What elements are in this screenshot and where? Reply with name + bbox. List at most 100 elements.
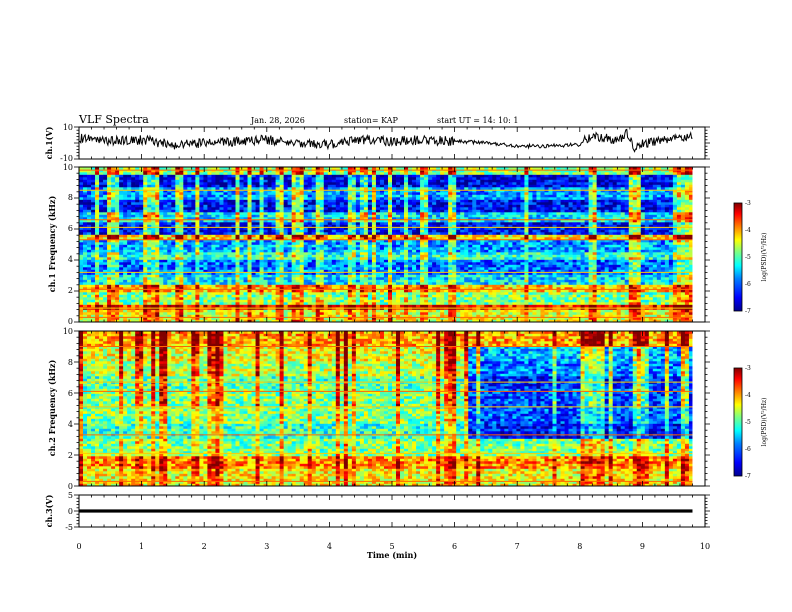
spectrogram-cell bbox=[171, 234, 176, 238]
spectrogram-cell bbox=[235, 174, 240, 178]
spectrogram-cell bbox=[247, 197, 252, 200]
spectrogram-cell bbox=[87, 229, 92, 233]
spectrogram-cell bbox=[79, 317, 84, 320]
spectrogram-cell bbox=[127, 184, 132, 188]
spectrogram-cell bbox=[255, 304, 260, 308]
spectrogram-cell bbox=[91, 319, 96, 323]
spectrogram-cell bbox=[307, 279, 313, 283]
spectrogram-cell bbox=[283, 272, 288, 275]
spectrogram-cell bbox=[171, 257, 176, 260]
spectrogram-cell bbox=[215, 294, 220, 298]
spectrogram-cell bbox=[179, 287, 184, 290]
spectrogram-cell bbox=[135, 234, 140, 238]
spectrogram-cell bbox=[239, 264, 244, 268]
spectrogram-cell bbox=[119, 182, 124, 185]
spectrogram-cell bbox=[239, 302, 244, 305]
spectrogram-cell bbox=[379, 252, 385, 255]
spectrogram-cell bbox=[227, 292, 232, 295]
spectrogram-cell bbox=[275, 312, 280, 315]
spectrogram-cell bbox=[303, 272, 309, 275]
spectrogram-cell bbox=[331, 267, 337, 270]
spectrogram-cell bbox=[107, 242, 112, 245]
spectrogram-cell bbox=[199, 274, 204, 278]
spectrogram-cell bbox=[179, 304, 184, 308]
spectrogram-cell bbox=[199, 254, 204, 258]
spectrogram-cell bbox=[131, 227, 136, 230]
spectrogram-cell bbox=[251, 309, 256, 313]
spectrogram-cell bbox=[379, 197, 385, 200]
spectrogram-cell bbox=[243, 284, 248, 288]
spectrogram-cell bbox=[387, 247, 393, 250]
spectrogram-cell bbox=[199, 284, 204, 288]
spectrogram-cell bbox=[171, 244, 176, 248]
spectrogram-cell bbox=[203, 249, 208, 253]
spectrogram-cell bbox=[347, 289, 353, 293]
spectrogram-cell bbox=[303, 299, 309, 303]
spectrogram-cell bbox=[343, 194, 349, 198]
spectrogram-cell bbox=[379, 232, 385, 235]
spectrogram-cell bbox=[239, 277, 244, 280]
spectrogram-cell bbox=[223, 304, 228, 308]
spectrogram-cell bbox=[179, 249, 184, 253]
spectrogram-cell bbox=[207, 269, 212, 273]
spectrogram-cell bbox=[347, 304, 353, 308]
spectrogram-cell bbox=[287, 222, 292, 225]
spectrogram-cell bbox=[219, 287, 224, 290]
spectrogram-cell bbox=[103, 289, 108, 293]
spectrogram-cell bbox=[267, 197, 272, 200]
spectrogram-cell bbox=[143, 309, 148, 313]
spectrogram-cell bbox=[155, 279, 160, 283]
spectrogram-cell bbox=[207, 252, 212, 255]
spectrogram-cell bbox=[371, 294, 377, 298]
spectrogram-cell bbox=[267, 312, 272, 315]
spectrogram-cell bbox=[323, 287, 329, 290]
spectrogram-cell bbox=[271, 224, 276, 228]
spectrogram-cell bbox=[167, 314, 172, 318]
spectrogram-cell bbox=[203, 294, 208, 298]
spectrogram-cell bbox=[379, 229, 385, 233]
spectrogram-cell bbox=[367, 202, 373, 205]
spectrogram-cell bbox=[255, 212, 260, 215]
spectrogram-cell bbox=[163, 317, 168, 320]
spectrogram-cell bbox=[323, 309, 329, 313]
spectrogram-cell bbox=[371, 272, 377, 275]
spectrogram-cell bbox=[355, 267, 361, 270]
spectrogram-cell bbox=[171, 314, 176, 318]
spectrogram-cell bbox=[231, 317, 236, 320]
spectrogram-cell bbox=[355, 257, 361, 260]
spectrogram-cell bbox=[315, 199, 321, 203]
spectrogram-cell bbox=[303, 304, 309, 308]
spectrogram-cell bbox=[275, 289, 280, 293]
spectrogram-cell bbox=[179, 209, 184, 213]
spectrogram-cell bbox=[251, 274, 256, 278]
spectrogram-cell bbox=[219, 269, 224, 273]
spectrogram-cell bbox=[283, 199, 288, 203]
spectrogram-cell bbox=[187, 222, 192, 225]
spectrogram-cell bbox=[315, 264, 321, 268]
spectrogram-cell bbox=[327, 237, 333, 240]
spectrogram-cell bbox=[279, 234, 284, 238]
spectrogram-cell bbox=[195, 247, 200, 250]
spectrogram-cell bbox=[279, 227, 284, 230]
spectrogram-cell bbox=[175, 314, 180, 318]
spectrogram-cell bbox=[295, 299, 300, 303]
spectrogram-cell bbox=[259, 269, 264, 273]
spectrogram-cell bbox=[123, 174, 128, 178]
spectrogram-cell bbox=[83, 197, 88, 200]
spectrogram-cell bbox=[103, 187, 108, 190]
spectrogram-cell bbox=[203, 297, 208, 300]
spectrogram-cell bbox=[235, 244, 240, 248]
spectrogram-cell bbox=[255, 214, 260, 218]
spectrogram-cell bbox=[183, 194, 188, 198]
spectrogram-cell bbox=[311, 287, 317, 290]
spectrogram-cell bbox=[187, 174, 192, 178]
spectrogram-cell bbox=[127, 197, 132, 200]
spectrogram-cell bbox=[183, 189, 188, 193]
spectrogram-cell bbox=[392, 277, 397, 280]
spectrogram-cell bbox=[139, 174, 144, 178]
spectrogram-cell bbox=[175, 189, 180, 193]
spectrogram-cell bbox=[107, 227, 112, 230]
spectrogram-cell bbox=[207, 282, 212, 285]
spectrogram-cell bbox=[171, 247, 176, 250]
spectrogram-cell bbox=[167, 247, 172, 250]
